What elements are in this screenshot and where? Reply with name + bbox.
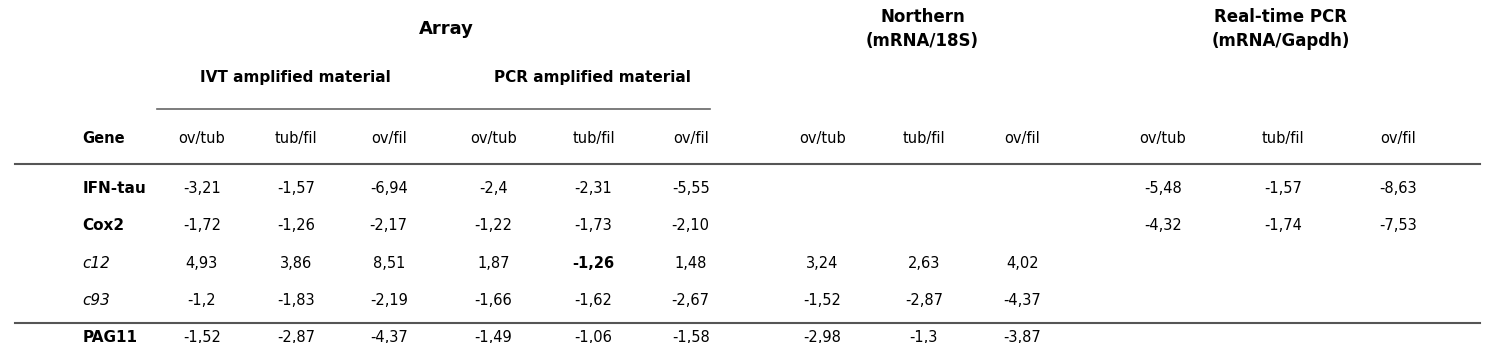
Text: -4,32: -4,32	[1144, 218, 1183, 233]
Text: PCR amplified material: PCR amplified material	[493, 70, 691, 85]
Text: Gene: Gene	[82, 131, 126, 145]
Text: -1,72: -1,72	[182, 218, 221, 233]
Text: -4,37: -4,37	[1003, 293, 1042, 308]
Text: -1,66: -1,66	[474, 293, 513, 308]
Text: -1,52: -1,52	[182, 330, 221, 343]
Text: -1,52: -1,52	[803, 293, 842, 308]
Text: -2,10: -2,10	[671, 218, 710, 233]
Text: -2,87: -2,87	[904, 293, 943, 308]
Text: -2,67: -2,67	[671, 293, 710, 308]
Text: -1,58: -1,58	[671, 330, 710, 343]
Text: 4,93: 4,93	[185, 256, 218, 271]
Text: -1,57: -1,57	[1263, 181, 1302, 196]
Text: ov/fil: ov/fil	[371, 131, 407, 145]
Text: -2,4: -2,4	[478, 181, 508, 196]
Text: tub/fil: tub/fil	[573, 131, 614, 145]
Text: 1,87: 1,87	[477, 256, 510, 271]
Text: -5,55: -5,55	[671, 181, 710, 196]
Text: ov/tub: ov/tub	[469, 131, 517, 145]
Text: -3,21: -3,21	[182, 181, 221, 196]
Text: 3,86: 3,86	[280, 256, 312, 271]
Text: ov/tub: ov/tub	[178, 131, 226, 145]
Text: IVT amplified material: IVT amplified material	[200, 70, 390, 85]
Text: -2,87: -2,87	[277, 330, 315, 343]
Text: -1,73: -1,73	[574, 218, 613, 233]
Text: 8,51: 8,51	[372, 256, 405, 271]
Text: -1,26: -1,26	[277, 218, 315, 233]
Text: Real-time PCR
(mRNA/Gapdh): Real-time PCR (mRNA/Gapdh)	[1211, 9, 1350, 50]
Text: Cox2: Cox2	[82, 218, 124, 233]
Text: tub/fil: tub/fil	[275, 131, 317, 145]
Text: -1,06: -1,06	[574, 330, 613, 343]
Text: -1,26: -1,26	[573, 256, 614, 271]
Text: ov/tub: ov/tub	[798, 131, 846, 145]
Text: Northern
(mRNA/18S): Northern (mRNA/18S)	[866, 9, 979, 50]
Text: -1,74: -1,74	[1263, 218, 1302, 233]
Text: 1,48: 1,48	[674, 256, 707, 271]
Text: -7,53: -7,53	[1378, 218, 1417, 233]
Text: tub/fil: tub/fil	[1262, 131, 1304, 145]
Text: -1,3: -1,3	[910, 330, 937, 343]
Text: -1,83: -1,83	[277, 293, 315, 308]
Text: Array: Array	[419, 20, 474, 38]
Text: -2,17: -2,17	[369, 218, 408, 233]
Text: tub/fil: tub/fil	[903, 131, 945, 145]
Text: -2,19: -2,19	[369, 293, 408, 308]
Text: -4,37: -4,37	[369, 330, 408, 343]
Text: -1,2: -1,2	[187, 293, 217, 308]
Text: 2,63: 2,63	[907, 256, 940, 271]
Text: ov/fil: ov/fil	[1005, 131, 1041, 145]
Text: c93: c93	[82, 293, 111, 308]
Text: -1,22: -1,22	[474, 218, 513, 233]
Text: PAG11: PAG11	[82, 330, 138, 343]
Text: -8,63: -8,63	[1378, 181, 1417, 196]
Text: ov/fil: ov/fil	[673, 131, 709, 145]
Text: IFN-tau: IFN-tau	[82, 181, 147, 196]
Text: c12: c12	[82, 256, 111, 271]
Text: -1,62: -1,62	[574, 293, 613, 308]
Text: -1,49: -1,49	[474, 330, 513, 343]
Text: -2,31: -2,31	[574, 181, 613, 196]
Text: -1,57: -1,57	[277, 181, 315, 196]
Text: -3,87: -3,87	[1003, 330, 1042, 343]
Text: ov/fil: ov/fil	[1380, 131, 1416, 145]
Text: -2,98: -2,98	[803, 330, 842, 343]
Text: -5,48: -5,48	[1144, 181, 1183, 196]
Text: ov/tub: ov/tub	[1139, 131, 1187, 145]
Text: 3,24: 3,24	[806, 256, 839, 271]
Text: 4,02: 4,02	[1006, 256, 1039, 271]
Text: -6,94: -6,94	[369, 181, 408, 196]
